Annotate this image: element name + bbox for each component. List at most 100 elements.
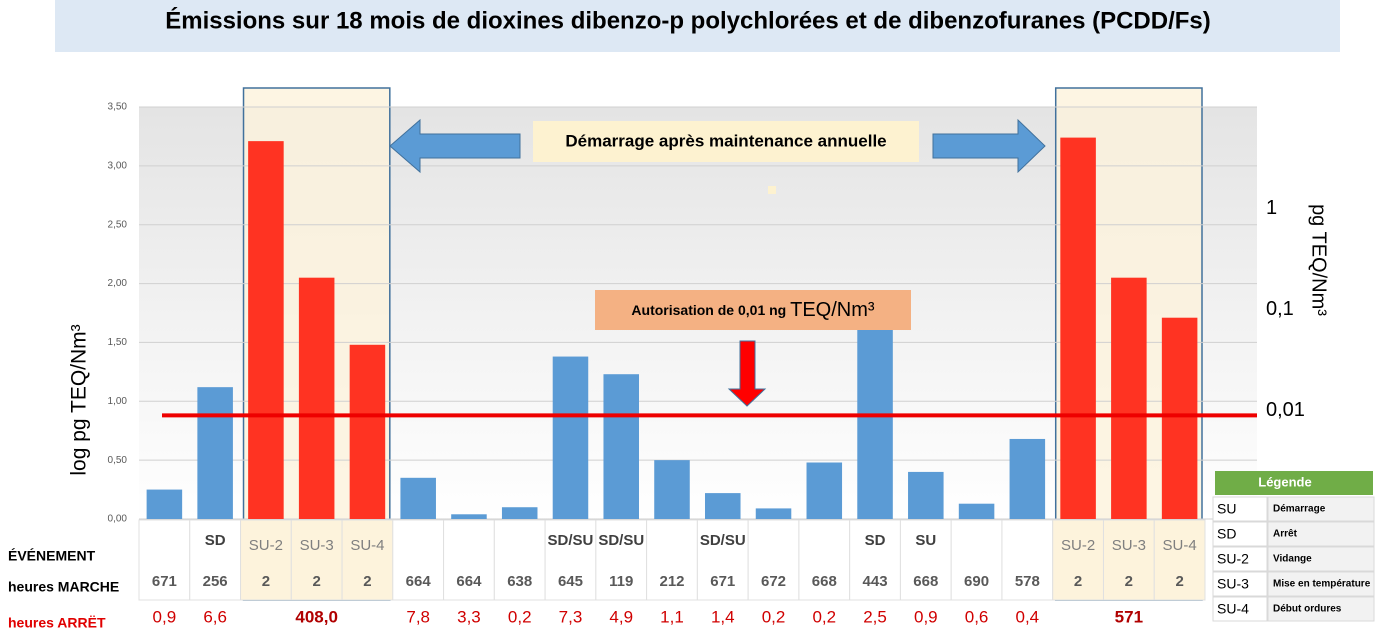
run-hours-cell: 672 bbox=[761, 573, 786, 590]
legend-desc-cell bbox=[1267, 496, 1375, 522]
run-hours-cell: 2 bbox=[262, 573, 270, 590]
y2-tick-label: 1 bbox=[1266, 197, 1277, 219]
stop-hours-cell: 3,3 bbox=[457, 607, 481, 626]
stop-hours-cell: 0,4 bbox=[1016, 607, 1040, 626]
stop-hours-cell: 408,0 bbox=[295, 607, 338, 626]
run-hours-cell: 664 bbox=[406, 573, 432, 590]
limit-box bbox=[595, 290, 911, 330]
stop-hours-cell: 7,3 bbox=[559, 607, 583, 626]
bar bbox=[1009, 438, 1046, 519]
legend-desc: Vidange bbox=[1273, 554, 1312, 565]
run-hours-cell: 212 bbox=[659, 573, 684, 590]
table-cell bbox=[392, 519, 445, 601]
event-cell: SD bbox=[205, 532, 226, 549]
run-hours-cell: 256 bbox=[203, 573, 228, 590]
stop-hours-cell: 6,6 bbox=[203, 607, 227, 626]
legend-desc-cell bbox=[1267, 596, 1375, 622]
bar bbox=[197, 387, 233, 519]
table-cell bbox=[290, 519, 343, 601]
legend-code: SU-3 bbox=[1217, 576, 1249, 592]
y-tick-label: 3,50 bbox=[108, 102, 128, 113]
run-hours-cell: 671 bbox=[152, 573, 177, 590]
table-cell bbox=[595, 519, 648, 601]
event-cell: SU-4 bbox=[350, 537, 384, 554]
bar bbox=[1161, 317, 1198, 519]
legend-desc: Démarrage bbox=[1273, 504, 1326, 515]
table-cell bbox=[798, 519, 851, 601]
legend-code: SU-4 bbox=[1217, 601, 1249, 617]
table-cell bbox=[696, 519, 749, 601]
legend-title: Légende bbox=[1258, 474, 1311, 489]
table-cell bbox=[950, 519, 1003, 601]
event-cell: SU-4 bbox=[1163, 537, 1197, 554]
stop-hours-cell: 2,5 bbox=[863, 607, 887, 626]
y-tick-label: 1,50 bbox=[108, 337, 128, 348]
legend-code-cell bbox=[1212, 546, 1268, 572]
y-tick-label: 1,00 bbox=[108, 396, 128, 407]
limit-prefix: Autorisation de 0,01 ng bbox=[631, 302, 790, 318]
legend-desc-cell bbox=[1267, 521, 1375, 547]
bar bbox=[704, 493, 741, 519]
event-cell: SU-2 bbox=[249, 537, 283, 554]
table-cell bbox=[138, 519, 191, 601]
banner-text: Démarrage après maintenance annuelle bbox=[565, 131, 886, 150]
banner-box bbox=[533, 121, 919, 162]
legend-code: SU bbox=[1217, 501, 1236, 517]
row-label: heures MARCHE bbox=[8, 579, 119, 595]
event-cell: SU-3 bbox=[1112, 537, 1146, 554]
stop-hours-cell: 0,6 bbox=[965, 607, 989, 626]
legend-desc-cell bbox=[1267, 546, 1375, 572]
table-cell bbox=[189, 519, 242, 601]
stop-hours-cell: 0,2 bbox=[508, 607, 532, 626]
bar bbox=[501, 507, 538, 519]
table-cell bbox=[443, 519, 495, 601]
bar bbox=[1111, 277, 1147, 519]
run-hours-cell: 671 bbox=[710, 573, 735, 590]
run-hours-cell: 119 bbox=[609, 573, 633, 590]
table-cell bbox=[1001, 519, 1054, 601]
event-cell: SU-2 bbox=[1061, 537, 1095, 554]
run-hours-cell: 2 bbox=[1074, 573, 1082, 590]
run-hours-cell: 668 bbox=[812, 573, 837, 590]
stop-hours-cell: 0,2 bbox=[762, 607, 786, 626]
stop-hours-cell: 0,2 bbox=[812, 607, 836, 626]
chart-title: Émissions sur 18 mois de dioxines dibenz… bbox=[165, 6, 1211, 34]
bar bbox=[1060, 137, 1096, 519]
event-cell: SD bbox=[865, 532, 886, 549]
bar bbox=[755, 508, 792, 519]
bar bbox=[298, 277, 335, 519]
dot bbox=[768, 186, 776, 194]
legend-code-cell bbox=[1212, 521, 1268, 547]
stop-hours-cell: 1,1 bbox=[660, 607, 684, 626]
legend-code-cell bbox=[1212, 571, 1268, 597]
legend-code-cell bbox=[1212, 596, 1268, 622]
event-cell: SD/SU bbox=[598, 532, 644, 549]
bar bbox=[248, 141, 284, 519]
legend-code: SD bbox=[1217, 526, 1236, 542]
y-tick-label: 0,00 bbox=[108, 514, 128, 525]
run-hours-cell: 2 bbox=[363, 573, 371, 590]
bar bbox=[146, 489, 183, 519]
table-cell bbox=[544, 519, 597, 601]
run-hours-cell: 578 bbox=[1015, 573, 1040, 590]
run-hours-cell: 668 bbox=[913, 573, 938, 590]
y2-tick-label: 0,01 bbox=[1266, 399, 1305, 421]
bar bbox=[349, 344, 386, 519]
y2-axis-label: pg TEQ/Nm³ bbox=[1308, 204, 1330, 316]
event-cell: SU-3 bbox=[300, 537, 334, 554]
stop-hours-cell: 0,9 bbox=[914, 607, 938, 626]
bar bbox=[806, 462, 843, 519]
row-label: ÉVÉNEMENT bbox=[8, 548, 96, 564]
table-cell bbox=[849, 519, 901, 601]
legend-desc: Début ordures bbox=[1273, 604, 1342, 615]
left-arrow bbox=[389, 118, 521, 174]
stop-hours-cell: 1,4 bbox=[711, 607, 735, 626]
y-tick-label: 0,50 bbox=[108, 455, 128, 466]
legend-desc: Arrêt bbox=[1273, 529, 1298, 540]
run-hours-cell: 664 bbox=[456, 573, 482, 590]
y-tick-label: 2,00 bbox=[108, 278, 128, 289]
event-cell: SD/SU bbox=[548, 532, 594, 549]
stop-hours-cell: 7,8 bbox=[406, 607, 430, 626]
bar bbox=[451, 514, 487, 519]
